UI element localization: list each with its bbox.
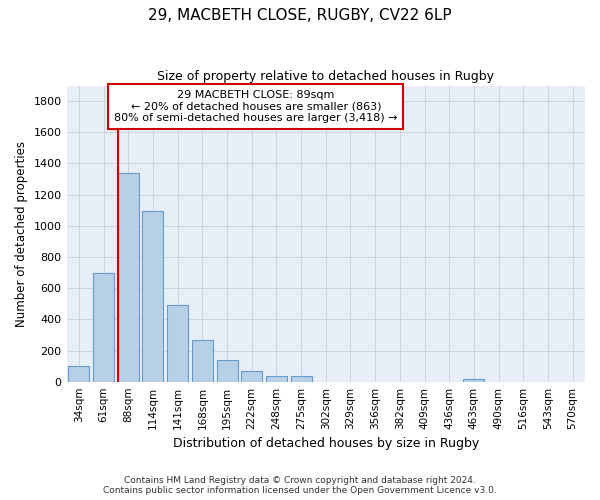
Bar (68, 366, 89, 382)
Title: Size of property relative to detached houses in Rugby: Size of property relative to detached ho… (157, 70, 494, 83)
Bar (463, 378, 484, 382)
Text: 29, MACBETH CLOSE, RUGBY, CV22 6LP: 29, MACBETH CLOSE, RUGBY, CV22 6LP (148, 8, 452, 22)
X-axis label: Distribution of detached houses by size in Rugby: Distribution of detached houses by size … (173, 437, 479, 450)
Bar (93, 272, 114, 382)
Bar (266, 376, 287, 382)
Bar (118, 173, 139, 382)
Bar (192, 340, 213, 382)
Y-axis label: Number of detached properties: Number of detached properties (15, 140, 28, 326)
Bar (241, 371, 262, 382)
Bar (167, 306, 188, 382)
Text: Contains HM Land Registry data © Crown copyright and database right 2024.
Contai: Contains HM Land Registry data © Crown c… (103, 476, 497, 495)
Bar (142, 211, 163, 382)
Text: 29 MACBETH CLOSE: 89sqm
← 20% of detached houses are smaller (863)
80% of semi-d: 29 MACBETH CLOSE: 89sqm ← 20% of detache… (114, 90, 398, 123)
Bar (290, 376, 311, 382)
Bar (217, 360, 238, 382)
